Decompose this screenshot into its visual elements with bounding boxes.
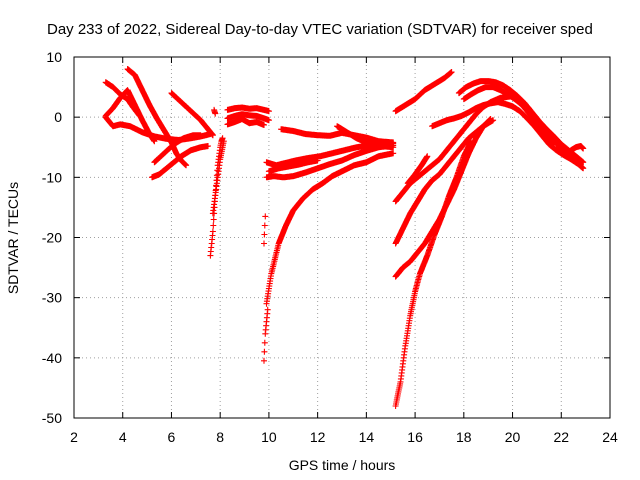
chart-title: Day 233 of 2022, Sidereal Day-to-day VTE… [47,21,593,38]
series-arc-27 [404,153,431,187]
series-arc-21 [334,123,397,148]
series-arc-7 [168,90,216,139]
data-points [102,66,587,409]
series-arc-32 [553,143,587,160]
data-point-marks [168,90,216,139]
series-arc-13 [224,116,267,128]
series-arc-19 [265,157,321,175]
series-arc-12 [224,111,272,124]
series-arc-31 [507,91,557,148]
x-tick-label: 14 [359,429,375,445]
series-arc-14 [261,306,271,364]
data-point-marks [209,138,227,217]
x-axis-label: GPS time / hours [289,457,396,473]
x-tick-label: 6 [168,429,176,445]
x-tick-label: 12 [310,429,326,445]
series-arc-11 [224,104,272,115]
x-tick-label: 22 [553,429,569,445]
series-arc-16 [263,150,397,307]
x-tick-label: 24 [602,429,618,445]
series-arc-5 [149,143,211,181]
x-tick-label: 10 [261,429,277,445]
x-tick-label: 16 [407,429,423,445]
y-tick-label: -10 [42,169,62,185]
x-tick-label: 4 [119,429,127,445]
y-tick-label: -50 [42,410,62,426]
y-axis-label: SDTVAR / TECUs [5,182,21,294]
x-tick-label: 2 [70,429,78,445]
data-point-marks [261,306,271,364]
data-point-marks [392,69,455,115]
y-tick-label: 0 [54,109,62,125]
x-tick-label: 8 [216,429,224,445]
data-point-marks [334,123,397,148]
y-tick-label: -30 [42,290,62,306]
data-point-marks [392,117,497,247]
data-point-marks [263,150,397,307]
data-point-marks [224,116,267,128]
series-arc-6 [151,132,204,166]
data-point-marks [261,213,269,247]
data-point-marks [553,143,587,160]
series-arc-9 [209,138,227,217]
data-point-marks [404,153,431,187]
series-arc-24 [392,117,497,247]
data-point-marks [149,143,211,181]
series-arc-26 [392,69,455,115]
data-point-marks [507,91,557,148]
series-arc-15 [261,213,269,247]
data-point-marks [224,104,272,115]
data-point-marks [265,157,321,175]
grid [74,57,610,418]
y-tick-label: 10 [46,49,62,65]
data-point-marks [151,132,204,166]
x-tick-label: 18 [456,429,472,445]
series-arc-10 [211,106,219,117]
data-point-marks [224,111,272,124]
y-tick-label: -20 [42,230,62,246]
y-tick-label: -40 [42,350,62,366]
data-point-marks [211,106,219,117]
x-tick-label: 20 [505,429,521,445]
